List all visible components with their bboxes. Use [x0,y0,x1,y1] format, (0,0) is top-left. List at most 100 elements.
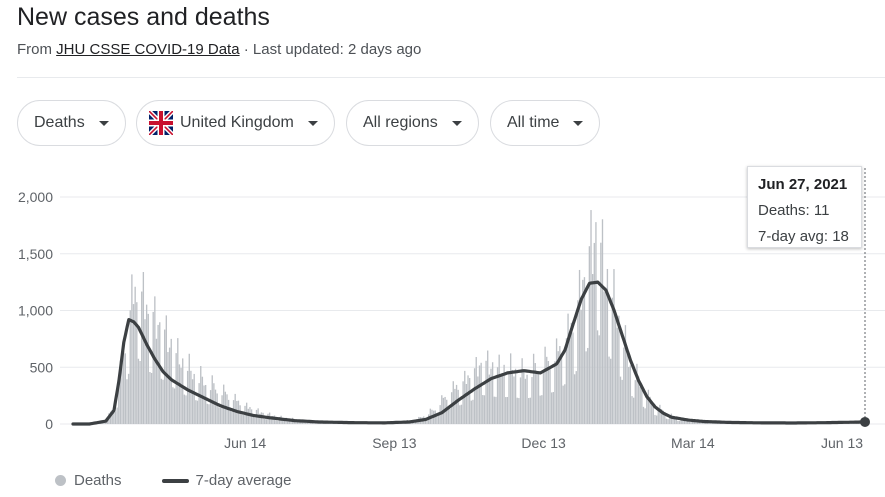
deaths-bar [611,297,614,424]
deaths-bar [646,398,648,424]
deaths-bar [537,373,540,424]
deaths-bar [178,364,181,424]
deaths-bar [103,422,105,424]
deaths-bar [655,415,658,424]
deaths-bar [155,338,158,424]
deaths-bar [501,374,504,424]
deaths-bar [491,362,494,424]
deaths-bar [265,419,268,424]
deaths-bar [195,400,197,424]
deaths-bar [600,242,602,424]
deaths-bar [711,422,714,424]
deaths-bar [613,269,615,424]
deaths-bar [473,368,476,424]
deaths-bar [590,210,592,424]
deaths-bar [591,274,594,424]
deaths-bar [659,404,661,424]
deaths-bar [311,422,313,424]
deaths-bar [270,416,272,424]
source-prefix: From [17,41,57,58]
deaths-bar [582,279,584,424]
deaths-bar [185,395,187,424]
country-dropdown[interactable]: United Kingdom [136,100,335,146]
deaths-bar [652,406,654,424]
deaths-bar [242,414,245,424]
deaths-bar [413,421,415,424]
deaths-bar [218,407,220,424]
deaths-bar [141,291,143,424]
page-title: New cases and deaths [17,3,270,31]
deaths-bar [669,415,671,424]
deaths-bar [183,394,186,424]
deaths-bar [523,370,525,424]
deaths-bar [116,407,118,424]
deaths-bar [664,413,666,424]
deaths-chart[interactable]: 0 500 1,000 1,500 2,000 Jun 14 Sep 13 Dec 13 Mar… [0,160,885,465]
deaths-bar [275,420,277,424]
deaths-bar [618,315,620,424]
deaths-bar [623,347,625,424]
deaths-bar [713,423,715,424]
deaths-bar [157,324,159,424]
deaths-bar [634,380,636,424]
deaths-bar [573,374,576,424]
deaths-bar [159,322,161,424]
deaths-bar [450,392,453,424]
deaths-bar [259,413,261,424]
period-dropdown[interactable]: All time [490,100,601,146]
deaths-bar [642,406,645,424]
deaths-bar [531,377,533,424]
deaths-bar [632,397,635,424]
deaths-bar [557,351,559,424]
deaths-bar [121,362,123,424]
deaths-bar [160,378,163,424]
deaths-bar [147,313,149,424]
deaths-bar [131,274,133,424]
deaths-bar [459,405,461,424]
deaths-bar [119,360,122,424]
deaths-bar [198,383,200,424]
deaths-bar [414,421,417,424]
deaths-bar [201,376,204,424]
deaths-bar [513,376,515,424]
deaths-bar [203,385,205,424]
deaths-bar [454,388,456,424]
source-link[interactable]: JHU CSSE COVID-19 Data [56,41,240,58]
deaths-bar [532,353,535,424]
deaths-bar [665,418,668,424]
deaths-bar [565,338,568,424]
deaths-bar [196,400,199,424]
chevron-down-icon [307,120,318,126]
metric-dropdown[interactable]: Deaths [17,100,126,146]
deaths-bar [683,419,686,424]
deaths-bar [528,398,530,424]
deaths-bar [239,405,241,424]
legend-deaths-swatch [55,475,66,486]
deaths-bar [496,367,499,424]
deaths-bar [672,416,674,424]
deaths-bar [667,419,669,424]
deaths-bar [675,417,677,424]
deaths-bar [277,420,279,424]
legend-avg-label: 7-day average [195,472,292,489]
deaths-bar [182,358,184,424]
deaths-bar [455,384,458,424]
deaths-bar [641,389,643,424]
deaths-bar [570,322,573,424]
deaths-bar [272,415,274,424]
deaths-bar [487,350,489,424]
legend-deaths-label: Deaths [74,472,122,489]
deaths-bar [241,414,243,424]
deaths-bar [186,370,189,424]
y-tick-label: 500 [30,359,54,375]
region-dropdown[interactable]: All regions [346,100,479,146]
deaths-bar [547,361,550,424]
deaths-bar [628,366,630,424]
y-tick-label: 1,000 [18,303,53,319]
tooltip-avg: 7-day avg: 18 [758,228,849,245]
deaths-bar [209,390,212,424]
deaths-bar [457,389,459,424]
x-tick-label: Mar 14 [671,435,715,451]
deaths-bar [475,357,477,424]
deaths-bar [598,335,600,424]
